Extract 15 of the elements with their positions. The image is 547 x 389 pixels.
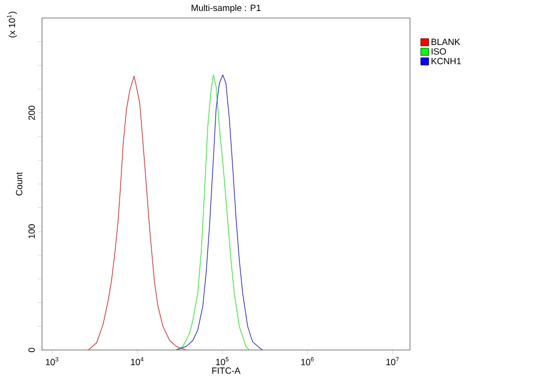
chart-title: Multi-sample : P1 bbox=[192, 4, 261, 13]
x-tick-label: 10$^{7}$ bbox=[386, 357, 399, 366]
x-tick-label: 10$^{4}$ bbox=[131, 357, 144, 366]
legend-label: KCNH1 bbox=[432, 58, 461, 64]
y-tick-label: 100 bbox=[28, 224, 35, 238]
legend-label: ISO bbox=[432, 48, 446, 55]
y-axis-title: Count bbox=[16, 172, 22, 196]
x-tick-label: 10$^{5}$ bbox=[216, 357, 229, 366]
legend-label: BLANK bbox=[432, 38, 460, 45]
x-axis-title: FITC-A bbox=[212, 367, 240, 374]
x-tick-label: 10$^{3}$ bbox=[46, 357, 58, 366]
y-tick-label: 0 bbox=[28, 348, 35, 352]
text: (x 10$^{1}$) bbox=[7, 12, 17, 38]
y-tick-label: 200 bbox=[28, 106, 35, 120]
x-tick-label: 10$^{6}$ bbox=[301, 357, 314, 366]
